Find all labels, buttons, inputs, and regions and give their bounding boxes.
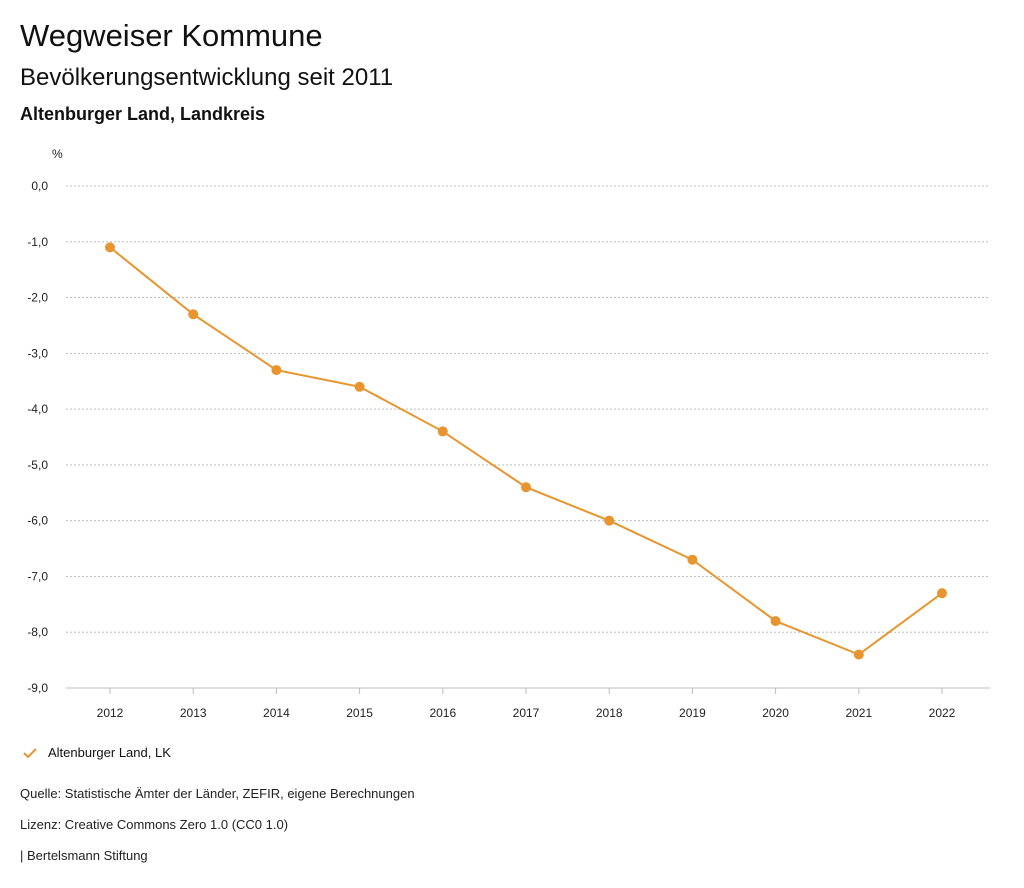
x-tick-label: 2012 — [97, 706, 124, 720]
data-point[interactable] — [437, 426, 448, 437]
chart-subtitle: Bevölkerungsentwicklung seit 2011 — [20, 64, 394, 91]
publisher-note: | Bertelsmann Stiftung — [20, 848, 148, 863]
data-point[interactable] — [105, 242, 115, 253]
x-tick-label: 2019 — [679, 706, 706, 720]
x-tick-label: 2013 — [180, 706, 207, 720]
x-tick-label: 2015 — [346, 706, 373, 720]
data-point[interactable] — [770, 616, 781, 627]
data-points — [105, 242, 947, 660]
data-point[interactable] — [604, 515, 615, 526]
grid-layer — [66, 185, 990, 689]
data-point[interactable] — [354, 381, 365, 392]
data-point[interactable] — [687, 554, 698, 565]
y-tick-label: -7,0 — [27, 569, 48, 583]
source-note: Quelle: Statistische Ämter der Länder, Z… — [20, 786, 415, 801]
data-point[interactable] — [271, 365, 282, 376]
region-label: Altenburger Land, Landkreis — [20, 104, 266, 124]
y-tick-label: -1,0 — [27, 235, 48, 249]
series-line — [109, 246, 943, 656]
license-note: Lizenz: Creative Commons Zero 1.0 (CC0 1… — [20, 817, 289, 832]
x-tick-label: 2020 — [762, 706, 789, 720]
y-tick-label: -6,0 — [27, 514, 48, 528]
x-tick-label: 2021 — [845, 706, 872, 720]
x-tick-label: 2016 — [429, 706, 456, 720]
page-title: Wegweiser Kommune — [20, 18, 323, 53]
y-tick-label: -4,0 — [27, 402, 48, 416]
y-tick-label: -5,0 — [27, 458, 48, 472]
data-point[interactable] — [937, 588, 947, 599]
y-tick-label: -3,0 — [27, 346, 48, 360]
legend-label: Altenburger Land, LK — [48, 745, 171, 760]
line-chart: 0,0-1,0-2,0-3,0-4,0-5,0-6,0-7,0-8,0-9,0 … — [27, 147, 990, 720]
legend-item[interactable]: Altenburger Land, LK — [22, 745, 171, 760]
data-point[interactable] — [188, 309, 199, 320]
x-tick-label: 2014 — [263, 706, 290, 720]
y-tick-label: -9,0 — [27, 681, 48, 695]
x-tick-label: 2017 — [513, 706, 540, 720]
x-tick-label: 2018 — [596, 706, 623, 720]
y-tick-label: -8,0 — [27, 625, 48, 639]
data-point[interactable] — [521, 482, 531, 493]
y-axis-ticks: 0,0 -1,0 -2,0 -3,0 -4,0 -5,0 -6,0 -7,0 -8,0 -9,0 — [27, 179, 48, 695]
x-axis-ticks: 2012 2013 2014 2015 2016 2017 2018 2019 2020 2021… — [97, 688, 956, 720]
y-axis-unit-label: % — [52, 147, 63, 161]
y-tick-label: 0,0 — [31, 179, 48, 193]
y-tick-label: -2,0 — [27, 291, 48, 305]
check-icon — [23, 747, 37, 758]
x-tick-label: 2022 — [929, 706, 956, 720]
data-point[interactable] — [853, 649, 864, 660]
